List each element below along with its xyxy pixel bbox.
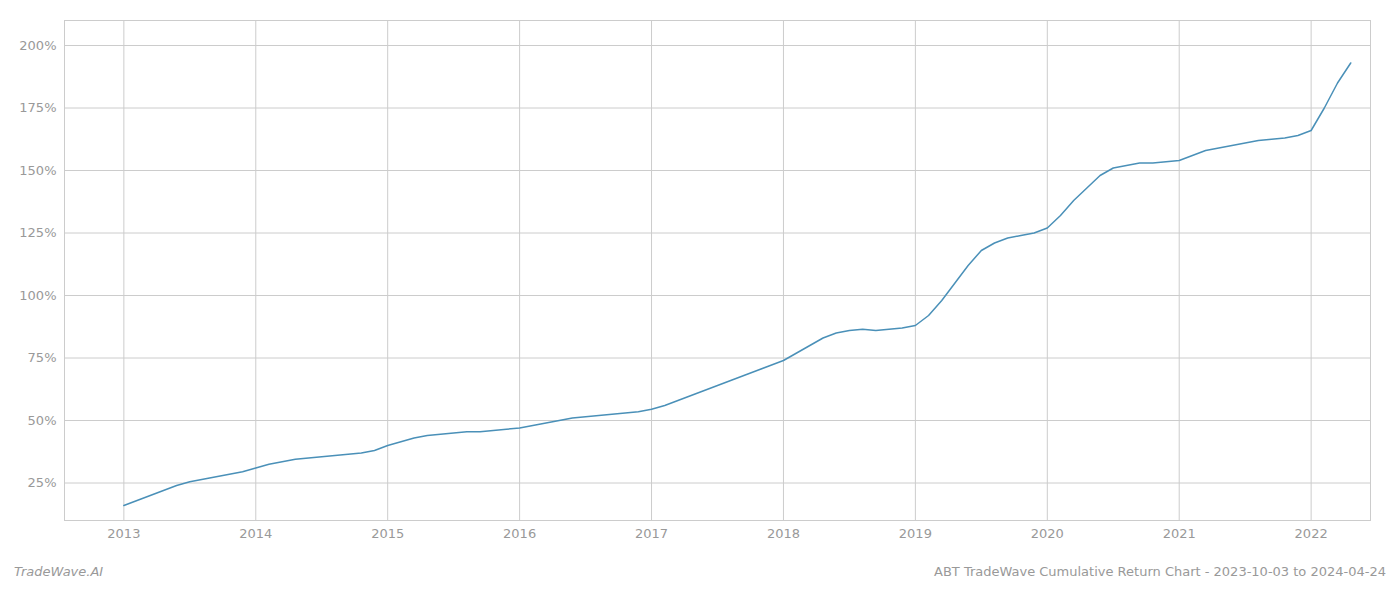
svg-text:150%: 150%: [19, 163, 56, 178]
svg-text:2017: 2017: [635, 526, 668, 541]
svg-text:100%: 100%: [19, 288, 56, 303]
svg-text:200%: 200%: [19, 38, 56, 53]
svg-text:2015: 2015: [371, 526, 404, 541]
svg-text:2016: 2016: [503, 526, 536, 541]
svg-text:175%: 175%: [19, 100, 56, 115]
svg-text:2022: 2022: [1295, 526, 1328, 541]
svg-text:2020: 2020: [1031, 526, 1064, 541]
svg-text:2013: 2013: [107, 526, 140, 541]
svg-text:125%: 125%: [19, 225, 56, 240]
svg-text:2014: 2014: [239, 526, 272, 541]
svg-text:2018: 2018: [767, 526, 800, 541]
svg-text:2021: 2021: [1163, 526, 1196, 541]
svg-text:75%: 75%: [28, 350, 57, 365]
svg-text:25%: 25%: [28, 475, 57, 490]
svg-text:50%: 50%: [28, 413, 57, 428]
html-text:TradeWave.AI: TradeWave.AI: [14, 564, 104, 579]
svg-text:2019: 2019: [899, 526, 932, 541]
html-text:ABT TradeWave Cumulative Retur: ABT TradeWave Cumulative Return Chart - …: [934, 564, 1386, 579]
